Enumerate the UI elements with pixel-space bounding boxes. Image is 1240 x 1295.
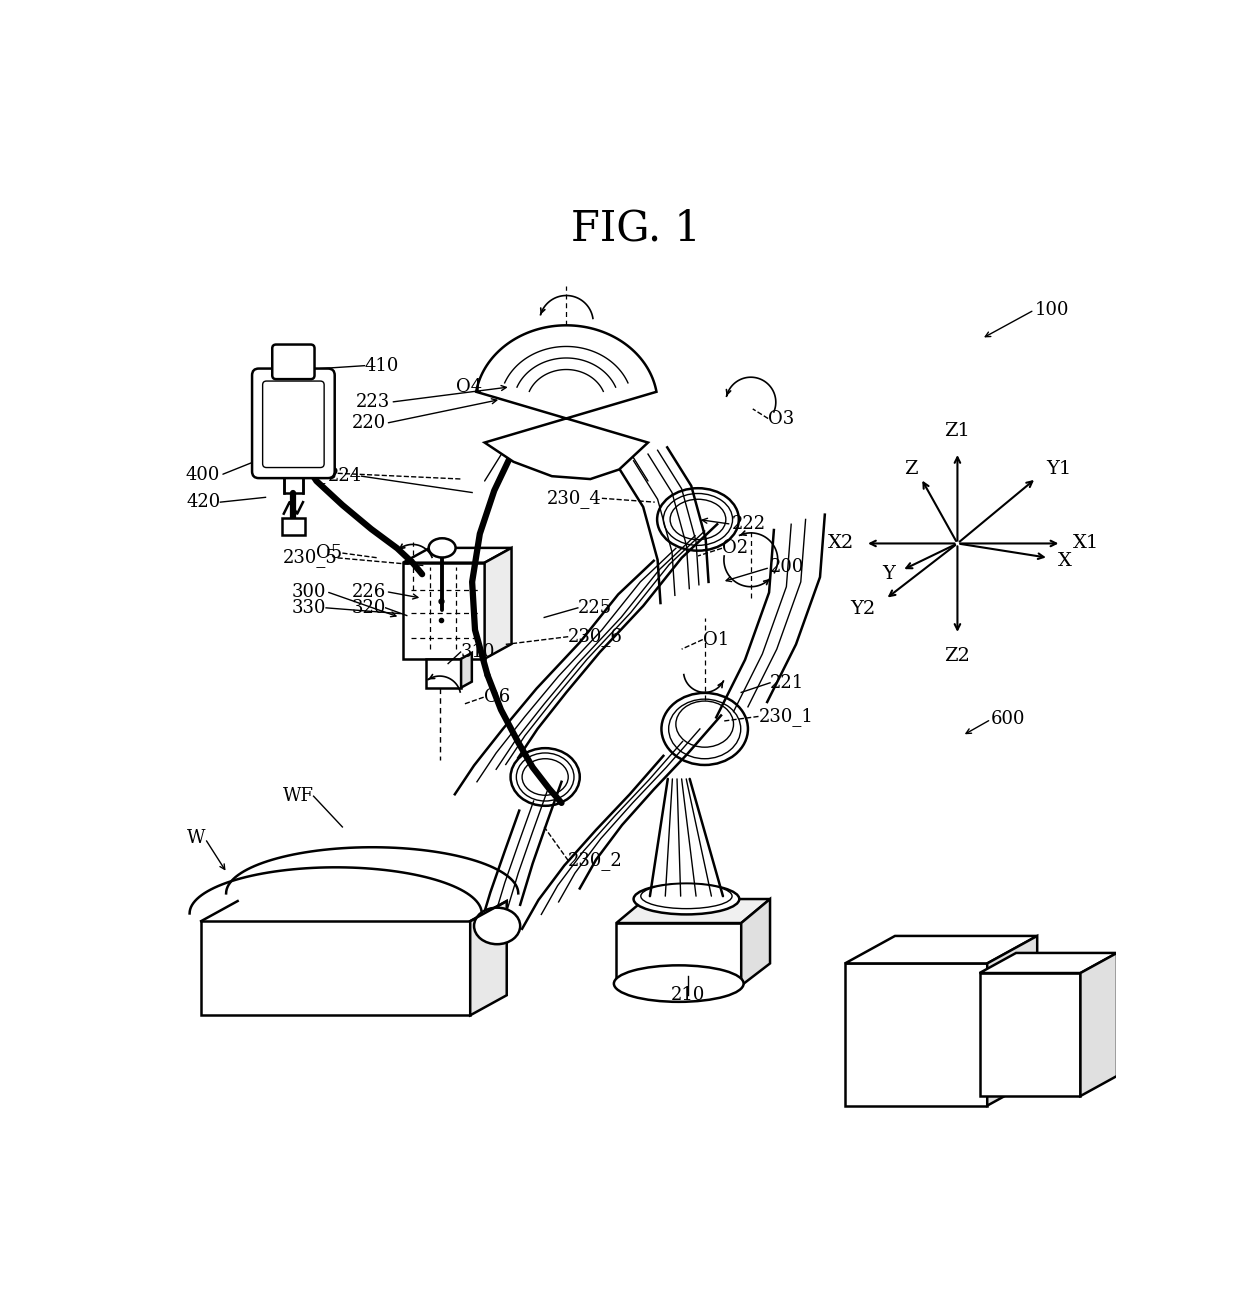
Ellipse shape	[661, 693, 748, 765]
Text: O5: O5	[316, 544, 342, 562]
Text: 230_5: 230_5	[283, 548, 337, 567]
Text: 600: 600	[991, 711, 1025, 728]
Text: 420: 420	[186, 493, 221, 512]
Text: O6: O6	[484, 688, 510, 706]
Ellipse shape	[522, 759, 568, 795]
Polygon shape	[987, 936, 1037, 1106]
Polygon shape	[427, 659, 461, 688]
Polygon shape	[476, 325, 656, 479]
Polygon shape	[844, 963, 987, 1106]
Ellipse shape	[614, 965, 744, 1002]
Text: 221: 221	[770, 673, 805, 692]
Text: 230_3: 230_3	[283, 464, 337, 483]
Ellipse shape	[429, 539, 455, 557]
Ellipse shape	[657, 488, 739, 550]
Text: Y1: Y1	[1045, 460, 1071, 478]
Polygon shape	[485, 548, 512, 659]
Text: 230_1: 230_1	[759, 707, 813, 726]
Text: Y: Y	[882, 565, 895, 583]
Polygon shape	[980, 973, 1080, 1096]
Polygon shape	[844, 936, 1037, 963]
Text: Y2: Y2	[851, 600, 875, 618]
Ellipse shape	[641, 883, 732, 909]
Ellipse shape	[663, 493, 733, 545]
Ellipse shape	[474, 908, 521, 944]
Text: WF: WF	[283, 787, 314, 805]
Polygon shape	[616, 923, 742, 985]
Text: 223: 223	[356, 394, 391, 412]
Text: 230_6: 230_6	[568, 627, 624, 646]
Text: 330: 330	[291, 598, 326, 616]
Text: 400: 400	[186, 466, 221, 484]
Text: X2: X2	[827, 535, 853, 553]
Ellipse shape	[516, 752, 574, 802]
Polygon shape	[403, 548, 512, 563]
Text: 224: 224	[327, 467, 362, 486]
Text: Z: Z	[904, 460, 918, 478]
Polygon shape	[1080, 953, 1117, 1096]
Text: 320: 320	[351, 598, 386, 616]
Text: 220: 220	[351, 414, 386, 433]
Polygon shape	[461, 653, 472, 688]
Ellipse shape	[634, 883, 739, 914]
Text: X: X	[1058, 552, 1073, 570]
Text: 200: 200	[770, 558, 805, 576]
Bar	[281, 518, 305, 535]
Polygon shape	[980, 953, 1117, 973]
Polygon shape	[201, 921, 470, 1015]
Ellipse shape	[511, 749, 580, 805]
Polygon shape	[403, 563, 485, 659]
Text: 222: 222	[732, 515, 766, 534]
Text: FIG. 1: FIG. 1	[570, 207, 701, 249]
Polygon shape	[742, 899, 770, 985]
Text: 230_2: 230_2	[568, 851, 622, 870]
Ellipse shape	[676, 701, 734, 747]
FancyBboxPatch shape	[273, 344, 315, 379]
Text: O3: O3	[768, 409, 795, 427]
Text: Z1: Z1	[945, 422, 971, 440]
FancyBboxPatch shape	[252, 369, 335, 478]
Text: O4: O4	[455, 378, 481, 396]
Ellipse shape	[670, 500, 725, 540]
Text: O2: O2	[722, 539, 748, 557]
Text: 230_4: 230_4	[547, 488, 601, 508]
Text: Z2: Z2	[945, 648, 971, 666]
Text: O1: O1	[703, 631, 729, 649]
Polygon shape	[470, 901, 507, 1015]
Text: 210: 210	[671, 985, 706, 1004]
Text: 226: 226	[351, 583, 386, 601]
Ellipse shape	[668, 699, 740, 759]
Text: 310: 310	[460, 644, 495, 660]
Text: 100: 100	[1034, 300, 1069, 319]
Text: 410: 410	[365, 356, 399, 374]
Text: 300: 300	[291, 583, 326, 601]
Polygon shape	[616, 899, 770, 923]
Text: X1: X1	[1073, 535, 1099, 553]
FancyBboxPatch shape	[263, 381, 324, 467]
Text: W: W	[186, 830, 205, 847]
Text: 225: 225	[578, 598, 613, 616]
Polygon shape	[284, 471, 303, 492]
